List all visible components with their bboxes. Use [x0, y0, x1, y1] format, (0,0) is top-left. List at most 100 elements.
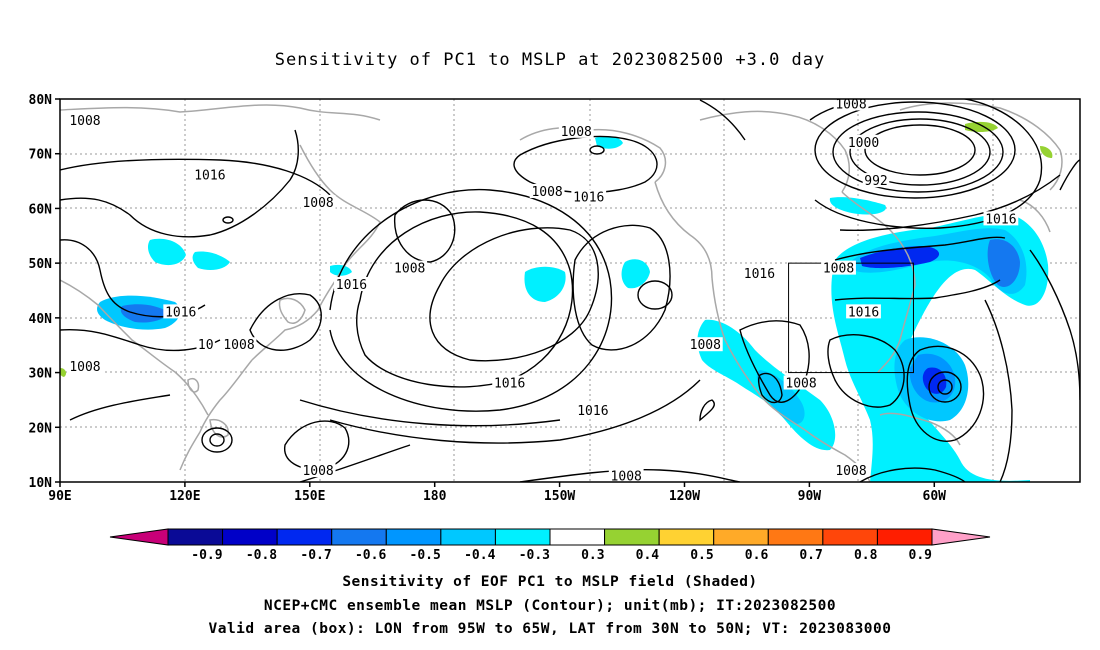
colorbar-label: -0.9: [191, 548, 222, 563]
colorbar-swatch: [331, 528, 387, 546]
contour-label: 10: [198, 338, 214, 353]
colorbar-label: 0.8: [854, 548, 878, 563]
shading-asia-2: [147, 238, 186, 266]
colorbar-swatch: [167, 528, 224, 546]
contour-label: 1008: [394, 262, 425, 277]
colorbar-swatch: [658, 528, 715, 546]
colorbar-label: 0.6: [745, 548, 769, 563]
colorbar-label: 0.7: [799, 548, 822, 563]
contour-label-bg: [846, 134, 881, 149]
lat-tick-label: 30N: [29, 367, 53, 382]
contour-label: 1008: [302, 464, 333, 479]
contour-label: 1008: [823, 262, 854, 277]
contour-label-bg: [833, 99, 869, 111]
contour-label: 1000: [848, 136, 879, 151]
contour-label: 1016: [194, 169, 225, 184]
contour-label: 1008: [531, 185, 562, 200]
lon-tick-label: 120E: [169, 489, 200, 504]
map-frame: [59, 98, 1081, 483]
contour-label-bg: [783, 375, 819, 390]
colorbar-label: -0.7: [300, 548, 331, 563]
shading-atlantic-core: [860, 246, 940, 269]
colorbar-label: -0.4: [464, 548, 495, 563]
contour-label: 1016: [165, 305, 196, 320]
colorbar-swatch: [604, 528, 660, 546]
colorbar-label: 0.4: [636, 548, 660, 563]
caption-line-3: Valid area (box): LON from 95W to 65W, L…: [208, 621, 892, 637]
contour-label: 1016: [577, 404, 608, 419]
shading-asia-1-inner: [120, 304, 168, 323]
colorbar-swatch: [385, 528, 442, 546]
contour-label: 1016: [848, 305, 879, 320]
lat-tick-label: 50N: [29, 257, 53, 272]
contour-label-bg: [575, 402, 611, 417]
contour-label-bg: [529, 184, 565, 199]
colorbar-label: 0.3: [581, 548, 604, 563]
colorbar-swatch: [713, 528, 769, 546]
lat-tick-label: 70N: [29, 148, 53, 163]
shading-green-2: [1040, 146, 1053, 158]
contour-label-bg: [833, 463, 869, 478]
contour-label: 1016: [985, 212, 1016, 227]
lat-tick-label: 10N: [29, 476, 53, 491]
lon-axis: 90E 120E 150E 180 150W 120W 90W 60W: [48, 482, 946, 504]
contour-label-bg: [192, 167, 228, 182]
colorbar-swatch: [440, 528, 496, 546]
lon-tick-label: 150E: [294, 489, 325, 504]
contour-label: 1008: [785, 377, 816, 392]
contour-label: 1016: [573, 190, 604, 205]
contour-label: 1008: [69, 114, 100, 129]
contour-label-bg: [687, 337, 723, 352]
contour-label-bg: [492, 375, 528, 390]
contour-label: 1008: [223, 338, 254, 353]
shading-bering: [595, 135, 623, 149]
contour-label: 1016: [336, 278, 367, 293]
caption-line-2: NCEP+CMC ensemble mean MSLP (Contour); u…: [263, 598, 837, 614]
contour-label: 1016: [494, 377, 525, 392]
contour-label-bg: [300, 463, 336, 478]
colorbar-label: -0.5: [410, 548, 441, 563]
contour-label-bg: [334, 277, 369, 292]
contour-label: 1008: [302, 196, 333, 211]
colorbar-swatch: [549, 528, 606, 546]
contour-label-bg: [558, 123, 594, 138]
contour-label-bg: [300, 194, 336, 209]
contour-label-bg: [163, 304, 199, 319]
contour-label-bg: [821, 260, 856, 275]
contour-label-bg: [571, 189, 607, 204]
contour-label: 1008: [561, 125, 592, 140]
shading-atlantic-inner: [848, 228, 1027, 294]
shading-green-3: [60, 368, 67, 377]
shading-pac-east: [524, 266, 566, 302]
lon-tick-label: 180: [423, 489, 447, 504]
colorbar-label: 0.5: [690, 548, 713, 563]
contour-label-bg: [221, 337, 257, 352]
shading-mexico-inner: [756, 370, 805, 425]
colorbar-swatch: [876, 528, 933, 546]
chart-title: Sensitivity of PC1 to MSLP at 2023082500…: [274, 50, 826, 70]
colorbar-swatch: [222, 528, 278, 546]
lon-tick-label: 60W: [923, 489, 947, 504]
contour-label-bg: [392, 260, 428, 275]
colorbar-swatch: [822, 528, 878, 546]
mslp-contours: [60, 99, 1080, 482]
lat-tick-label: 40N: [29, 312, 53, 327]
colorbar-label: -0.3: [519, 548, 550, 563]
contour-label-bg: [846, 304, 881, 319]
colorbar-label: 0.9: [909, 548, 932, 563]
lat-tick-label: 80N: [29, 93, 53, 108]
shading-pac-mid: [621, 259, 650, 289]
lon-tick-label: 90W: [798, 489, 822, 504]
contour-label: 992: [864, 174, 887, 189]
contour-label: 1008: [690, 338, 721, 353]
contour-label-bg: [196, 337, 215, 352]
contour-label-bg: [67, 112, 103, 127]
lat-tick-label: 60N: [29, 202, 53, 217]
colorbar: -0.9 -0.8 -0.7 -0.6 -0.5 -0.4 -0.3 0.3 0.4 0.5 0.6…: [109, 528, 991, 563]
contour-label-bg: [742, 266, 777, 281]
contour-label-bg: [67, 359, 103, 374]
lat-axis: 80N 70N 60N 50N 40N 30N 20N 10N: [29, 93, 60, 491]
colorbar-swatch: [767, 528, 824, 546]
caption-line-1: Sensitivity of EOF PC1 to MSLP field (Sh…: [342, 574, 758, 590]
